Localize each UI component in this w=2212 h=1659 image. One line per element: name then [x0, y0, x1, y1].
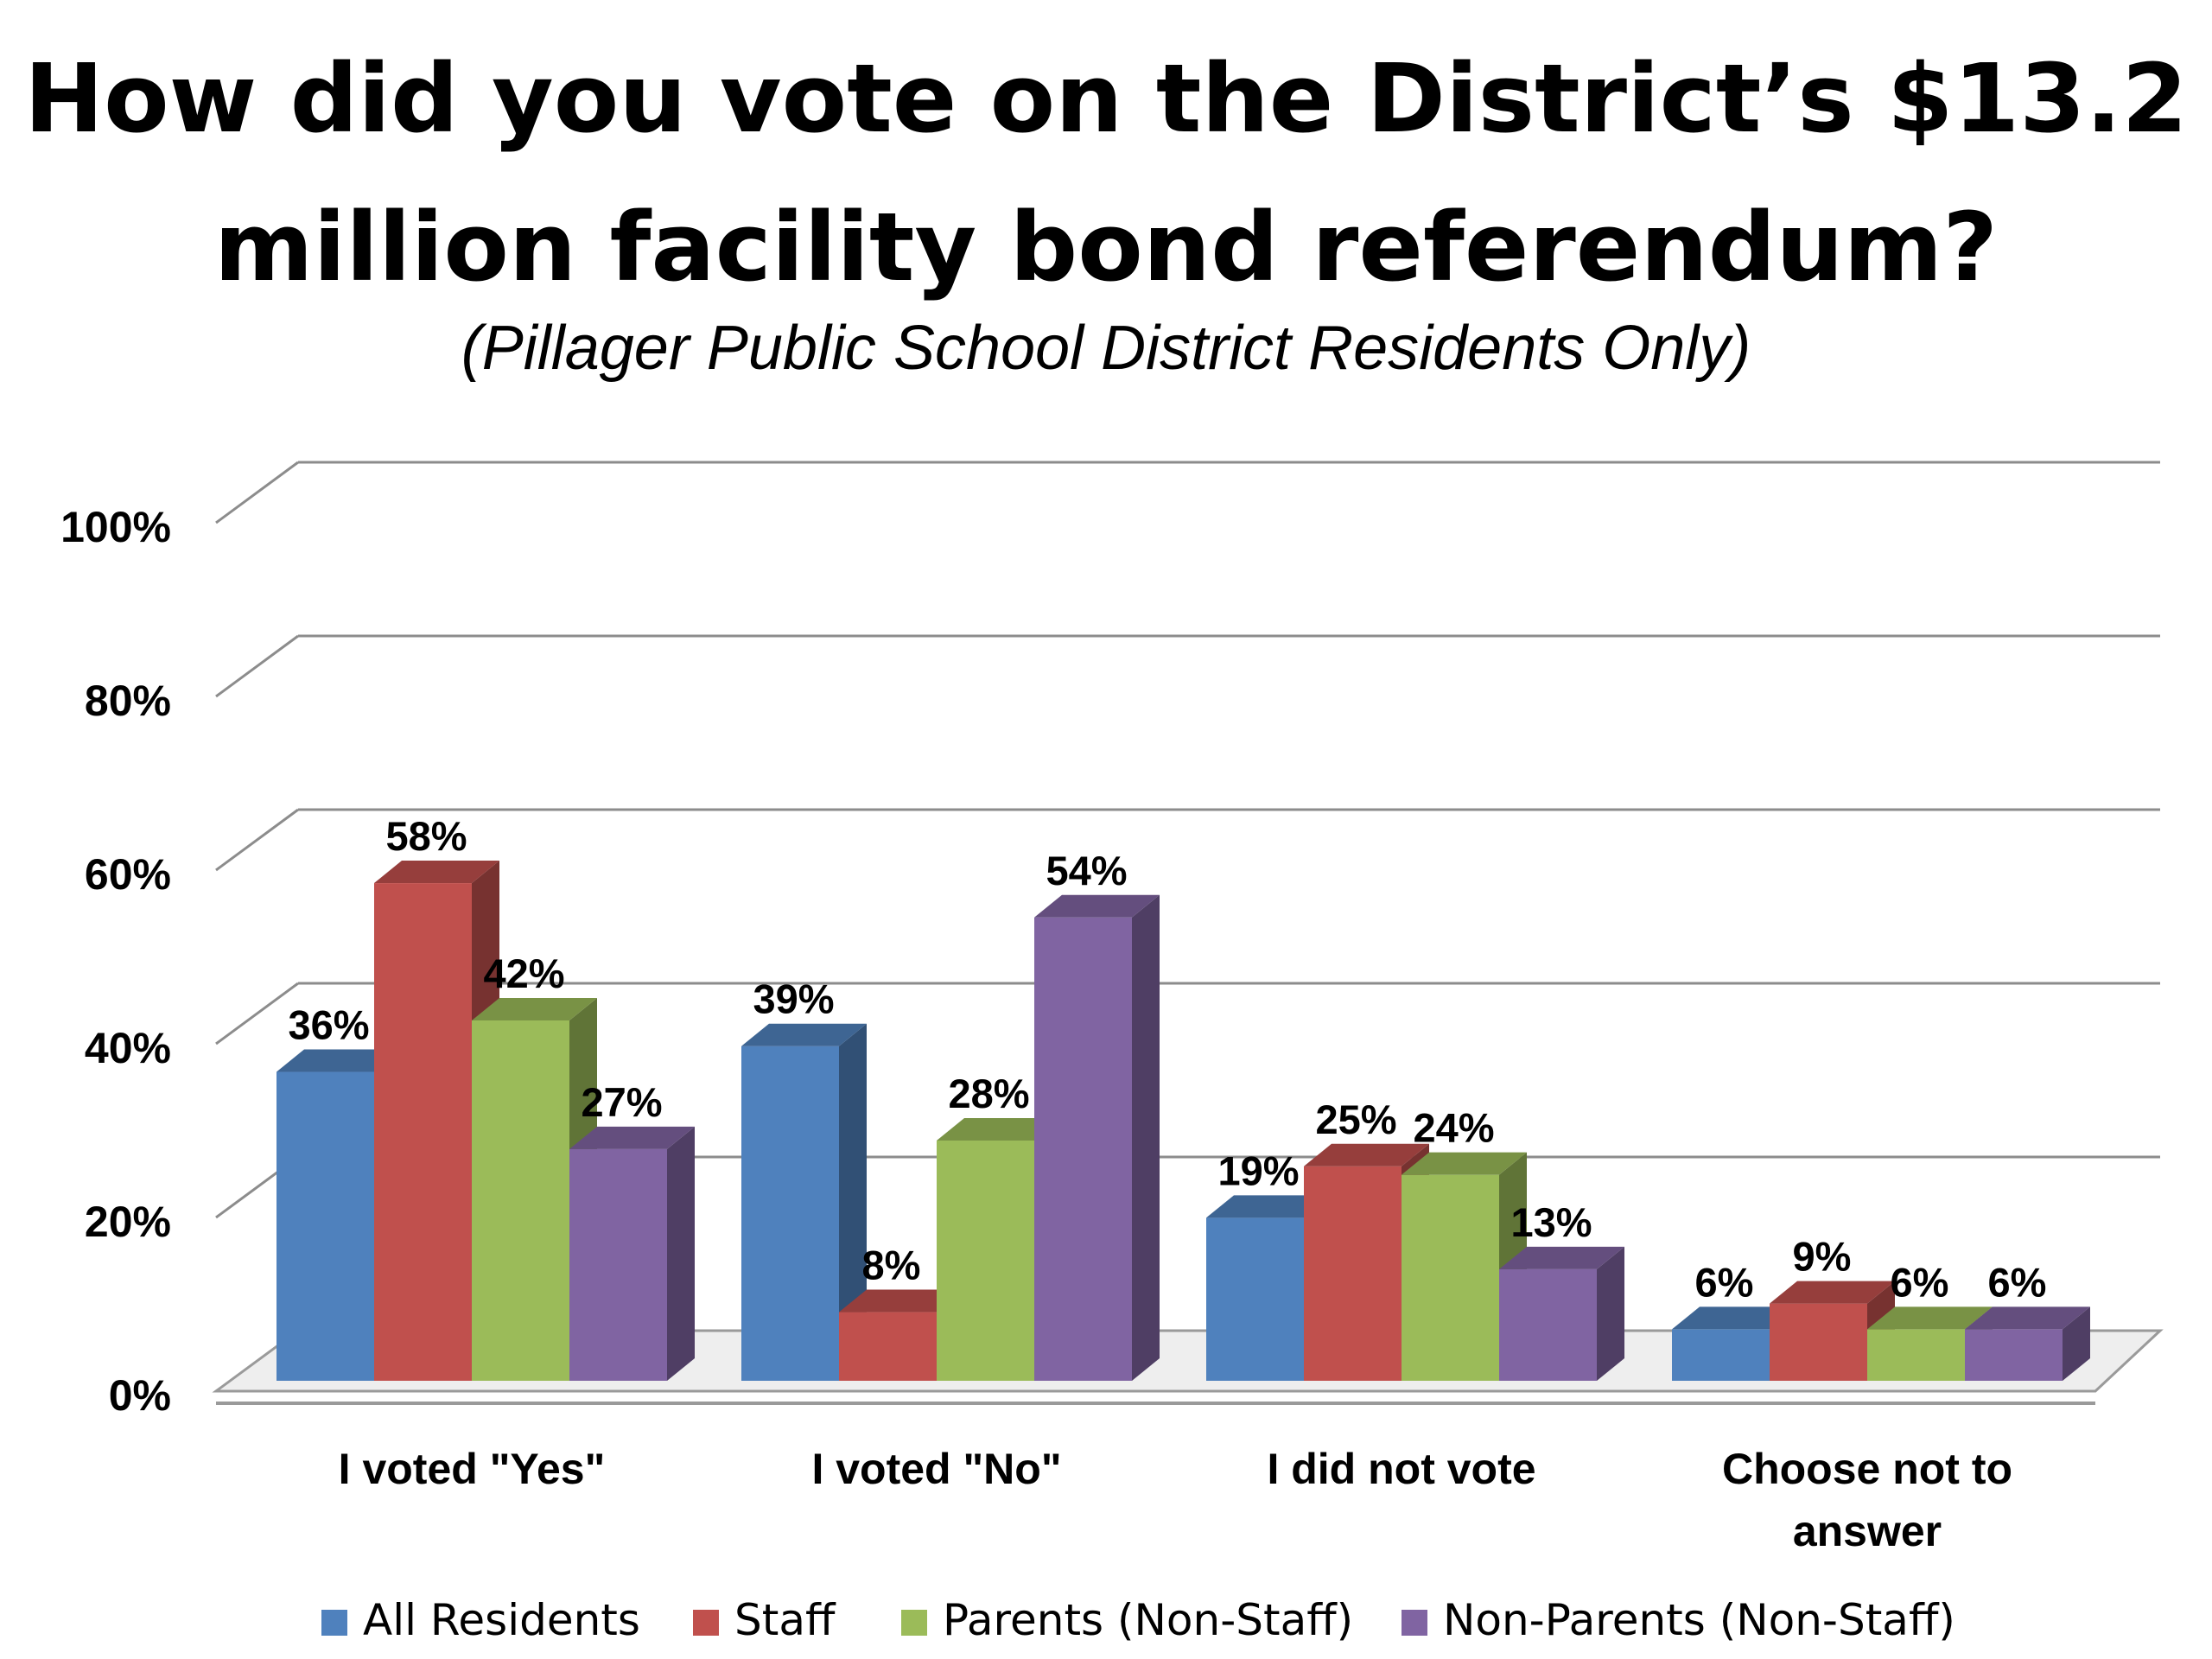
gridline-depth [215, 461, 299, 524]
data-label: 6% [1891, 1259, 1949, 1305]
bar [839, 1312, 937, 1381]
data-label: 9% [1793, 1234, 1852, 1280]
legend-label: All Residents [363, 1595, 640, 1645]
data-label: 36% [288, 1002, 369, 1048]
bar-top [1034, 894, 1160, 918]
bar-top [276, 1049, 402, 1072]
y-tick-label: 100% [60, 503, 171, 551]
gridline-depth [215, 808, 299, 872]
x-tick-label: I voted "No" [811, 1445, 1061, 1493]
bar-top [839, 1289, 964, 1313]
bar [1206, 1217, 1304, 1381]
bar-side [2063, 1306, 2090, 1381]
x-tick-label: I voted "Yes" [339, 1445, 606, 1493]
data-label: 19% [1217, 1147, 1299, 1193]
data-label: 28% [948, 1071, 1029, 1116]
bar-side [1597, 1246, 1624, 1381]
data-label: 24% [1413, 1105, 1494, 1151]
y-tick-label: 40% [85, 1024, 171, 1072]
legend-swatch [901, 1610, 927, 1636]
data-label: 25% [1315, 1096, 1396, 1142]
data-label: 54% [1046, 848, 1127, 893]
gridline-depth [215, 634, 299, 698]
bar [741, 1046, 839, 1381]
bar [276, 1071, 374, 1381]
data-label: 13% [1510, 1199, 1592, 1245]
bar-top [1206, 1195, 1332, 1218]
bar [569, 1148, 667, 1381]
y-tick-label: 0% [109, 1371, 171, 1420]
x-tick-label: Choose not to [1722, 1445, 2012, 1493]
bar [1499, 1268, 1597, 1381]
data-label: 39% [753, 976, 834, 1022]
bar [1402, 1174, 1499, 1381]
bar-top [1499, 1246, 1624, 1269]
bar-top [1402, 1152, 1527, 1175]
bar-side [667, 1126, 695, 1381]
data-label: 6% [1695, 1259, 1754, 1305]
y-tick-label: 60% [85, 850, 171, 899]
bar [374, 883, 472, 1381]
data-label: 27% [581, 1079, 662, 1125]
bar [1304, 1166, 1402, 1381]
bar-top [1965, 1306, 2090, 1330]
x-tick-label: answer [1793, 1507, 1942, 1555]
data-label: 6% [1988, 1259, 2047, 1305]
bar [1034, 917, 1132, 1381]
bar-top [569, 1126, 695, 1149]
data-label: 42% [483, 950, 564, 996]
bar-top [472, 997, 597, 1020]
y-tick-label: 80% [85, 677, 171, 725]
legend-swatch [1402, 1610, 1427, 1636]
legend-swatch [693, 1610, 719, 1636]
y-tick-label: 20% [85, 1198, 171, 1246]
legend-label: Non-Parents (Non-Staff) [1443, 1595, 1955, 1645]
bar [1965, 1329, 2063, 1381]
chart-subtitle: (Pillager Public School District Residen… [461, 314, 1751, 383]
bar-side [1132, 894, 1160, 1381]
legend-label: Parents (Non-Staff) [943, 1595, 1353, 1645]
chart-title: How did you vote on the District’s $13.2… [24, 43, 2188, 302]
bar-top [1672, 1306, 1797, 1330]
bar-side [839, 1023, 867, 1381]
bar-top [1867, 1306, 1993, 1330]
bar [937, 1140, 1034, 1381]
bar-top [1304, 1143, 1429, 1166]
data-label: 8% [862, 1243, 921, 1288]
bar-top [1770, 1281, 1895, 1304]
bar-top [937, 1117, 1062, 1141]
bar [1867, 1329, 1965, 1381]
data-label: 58% [385, 813, 467, 859]
gridline-depth [215, 982, 299, 1046]
bar-top [741, 1023, 867, 1046]
x-tick-label: I did not vote [1267, 1445, 1535, 1493]
legend-swatch [321, 1610, 347, 1636]
legend-label: Staff [734, 1595, 836, 1645]
bar [472, 1020, 569, 1381]
bar [1672, 1329, 1770, 1381]
bar-top [374, 861, 499, 884]
bar [1770, 1303, 1867, 1381]
